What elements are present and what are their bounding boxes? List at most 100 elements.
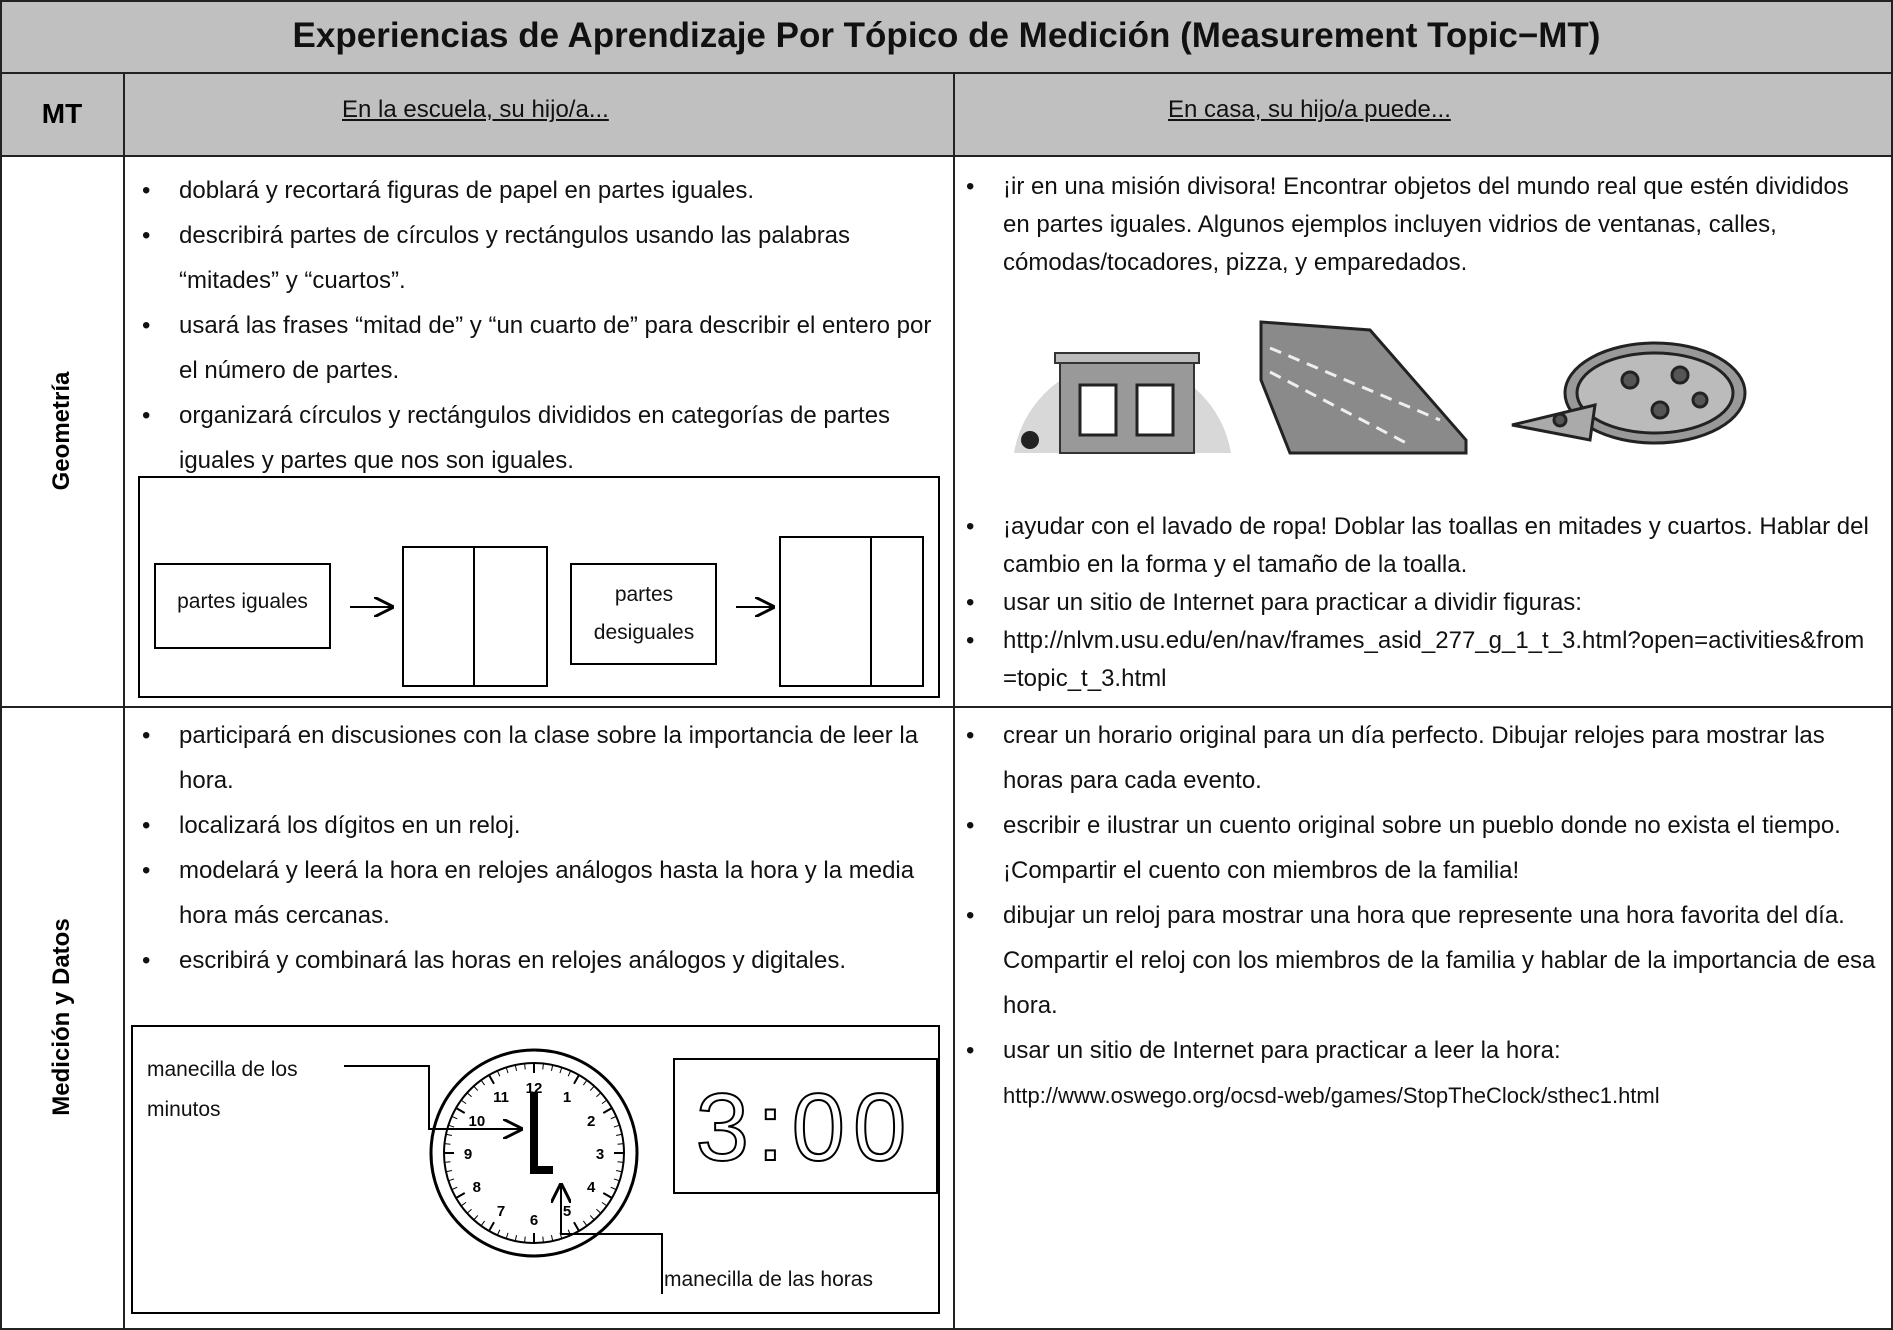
clock-tick — [488, 1221, 495, 1232]
clock-tick — [448, 1124, 455, 1128]
diagram-label: partes desiguales — [593, 583, 695, 644]
clock-tick — [455, 1107, 466, 1114]
clock-tick — [514, 1235, 518, 1242]
home-list: crear un horario original para un día pe… — [962, 713, 1877, 1118]
clock-number: 11 — [493, 1089, 509, 1106]
clock-number: 6 — [530, 1212, 538, 1229]
clock-tick — [460, 1099, 467, 1105]
clock-tick — [573, 1074, 580, 1085]
bullet: usará las frases “mitad de” y “un cuarto… — [138, 303, 943, 393]
clock-tick — [444, 1161, 451, 1163]
home-list: ¡ayudar con el lavado de ropa! Doblar la… — [962, 508, 1877, 698]
clock-tick — [613, 1178, 620, 1182]
url: http://www.oswego.org/ocsd-web/games/Sto… — [1003, 1083, 1660, 1108]
clock-label: manecilla de los minutos — [147, 1058, 298, 1121]
clock-tick — [480, 1220, 486, 1227]
clock-tick — [567, 1229, 572, 1236]
clock-tick — [496, 1229, 501, 1236]
clock-tick — [445, 1133, 452, 1137]
bullet: describirá partes de círculos y rectángu… — [138, 213, 943, 303]
school-list: participará en discusiones con la clase … — [138, 713, 943, 983]
bullet: usar un sitio de Internet para practicar… — [962, 584, 1877, 622]
clock-tick — [488, 1074, 495, 1085]
clock-tick — [460, 1201, 467, 1207]
clock-tick — [550, 1235, 554, 1242]
diagram-label: partes iguales — [177, 590, 308, 613]
topic: Medición y Datos — [48, 918, 75, 1116]
bullet: doblará y recortará figuras de papel en … — [138, 168, 943, 213]
clock-number: 8 — [473, 1179, 481, 1196]
title: Experiencias de Aprendizaje Por Tópico d… — [292, 16, 1601, 55]
clock-tick — [542, 1236, 544, 1243]
clock-tick — [613, 1124, 620, 1128]
pizza-picture — [1511, 341, 1747, 445]
clock-tick — [455, 1192, 466, 1199]
clock-tick — [582, 1220, 588, 1227]
clock-tick — [601, 1201, 608, 1207]
clock-tick — [466, 1208, 472, 1214]
clock-tick — [505, 1067, 509, 1074]
clock-tick — [514, 1064, 518, 1071]
clock-number: 12 — [526, 1080, 543, 1097]
bullet: modelará y leerá la hora en relojes anál… — [138, 848, 943, 938]
bullet: organizará círculos y rectángulos dividi… — [138, 393, 943, 483]
clock-number: 5 — [563, 1203, 571, 1220]
clock-tick — [550, 1064, 554, 1071]
bullet: dibujar un reloj para mostrar una hora q… — [962, 893, 1877, 1028]
bullet-text: usar un sitio de Internet para practicar… — [1003, 1037, 1561, 1064]
bullet: ¡ayudar con el lavado de ropa! Doblar la… — [962, 508, 1877, 584]
road-picture — [1259, 320, 1468, 455]
bullet: usar un sitio de Internet para practicar… — [962, 1028, 1877, 1118]
clock-tick — [610, 1186, 617, 1191]
clock-tick — [473, 1215, 479, 1221]
clock-tick — [559, 1067, 563, 1074]
clock-tick — [616, 1169, 623, 1173]
clock-tick — [596, 1208, 602, 1214]
col-line — [953, 72, 955, 1328]
clock-tick — [448, 1178, 455, 1182]
clock-tick — [444, 1143, 451, 1145]
clock-tick — [601, 1099, 608, 1105]
clock-tick — [602, 1107, 613, 1114]
topic-cell: Medición y Datos — [0, 918, 312, 1115]
header-bar — [0, 72, 1893, 155]
clock-tick — [480, 1079, 486, 1086]
clock-label: manecilla de las horas — [664, 1268, 873, 1291]
row-line — [0, 155, 1893, 157]
clock-number: 1 — [563, 1089, 571, 1106]
clock-tick — [524, 1063, 526, 1070]
bullet: escribir e ilustrar un cuento original s… — [962, 803, 1877, 893]
row-line — [0, 706, 1893, 708]
clock-tick — [582, 1079, 588, 1086]
digital-time: 3:00 — [696, 1074, 915, 1181]
clock-number: 3 — [596, 1146, 604, 1163]
bullet: localizará los dígitos en un reloj. — [138, 803, 943, 848]
clock-tick — [466, 1092, 472, 1098]
col-header-school: En la escuela, su hijo/a... — [342, 96, 609, 123]
clock-tick — [616, 1133, 623, 1137]
clock-tick — [567, 1070, 572, 1077]
bullet: http://nlvm.usu.edu/en/nav/frames_asid_2… — [962, 622, 1877, 698]
clock-tick — [505, 1232, 509, 1239]
clock-number: 7 — [497, 1203, 505, 1220]
col-header-home: En casa, su hijo/a puede... — [1168, 96, 1451, 123]
bullet: escribirá y combinará las horas en reloj… — [138, 938, 943, 983]
bullet: participará en discusiones con la clase … — [138, 713, 943, 803]
clock-number: 10 — [468, 1113, 485, 1130]
clock-number: 4 — [587, 1179, 596, 1196]
clock-tick — [559, 1232, 563, 1239]
bullet: ¡ir en una misión divisora! Encontrar ob… — [962, 168, 1862, 282]
clock-tick — [473, 1085, 479, 1091]
col-line — [123, 72, 125, 1328]
clock-tick — [496, 1070, 501, 1077]
clock-tick — [617, 1143, 624, 1145]
clock-tick — [617, 1161, 624, 1163]
clock-tick — [596, 1092, 602, 1098]
title-bar — [0, 0, 1893, 72]
clock-tick — [589, 1215, 595, 1221]
clock-number: 9 — [464, 1146, 472, 1163]
clock-tick — [542, 1063, 544, 1070]
clock-number: 2 — [587, 1113, 595, 1130]
clock-tick — [445, 1169, 452, 1173]
